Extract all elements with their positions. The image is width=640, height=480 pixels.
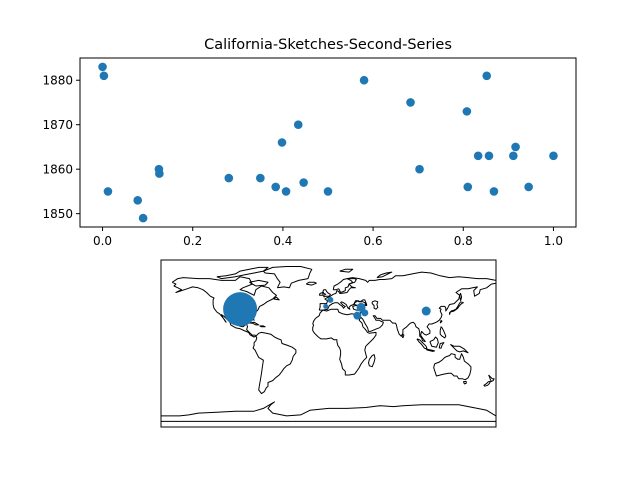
x-tick-label: 0.8 [454,234,473,248]
coastline [318,271,496,343]
scatter-point [484,151,494,161]
y-axis-ticks: 1850 1860 1870 1880 [42,74,80,221]
y-tick-label: 1850 [42,207,73,221]
coastline [429,336,439,348]
map-bubble [323,303,329,309]
scatter-point [406,98,415,107]
coastline [462,381,467,385]
chart-title: California-Sketches-Second-Series [204,37,452,53]
scatter-point [323,187,333,196]
scatter-point [299,178,308,187]
scatter-point [277,138,287,147]
x-tick-label: 1.0 [544,234,563,248]
scatter-point [256,173,265,183]
coastline [249,321,260,326]
coastline [433,353,472,381]
scatter-chart: California-Sketches-Second-Series 0.0 0.2… [42,37,577,248]
scatter-point [462,107,472,116]
scatter-point [133,196,143,205]
scatter-point [155,169,164,178]
map-bubble [327,296,334,303]
scatter-point [489,187,499,196]
coastline [483,381,491,387]
coastline [322,289,331,298]
coastline [318,292,324,296]
coastline [438,342,445,349]
coastline [371,300,379,310]
map-frame [160,259,497,428]
scatter-point [511,142,520,152]
y-tick-label: 1880 [42,74,73,88]
coastline [401,333,405,339]
scatter-point [509,151,518,161]
map-bubble [353,311,362,320]
map-bubbles [223,292,431,327]
x-tick-label: 0.0 [93,234,112,248]
coastline [354,299,368,306]
coastline [259,325,266,328]
coastline [171,276,277,338]
coastline [332,278,357,293]
x-axis-ticks: 0.0 0.2 0.4 0.6 0.8 1.0 [93,227,563,248]
map-bubble [361,309,369,317]
scatter-point [281,187,291,196]
coastline [312,308,377,376]
scatter-points [98,62,558,223]
scatter-point [482,71,492,81]
coastline [273,296,280,301]
scatter-point [524,182,533,192]
scatter-point [473,151,483,161]
x-tick-label: 0.6 [364,234,383,248]
map-bubble [421,306,431,316]
scatter-point [103,187,113,196]
map-bubble [223,292,258,327]
x-tick-label: 0.4 [273,234,292,248]
scatter-point [224,173,234,183]
scatter-point [98,62,107,72]
coastline [450,343,469,354]
coastline [449,301,464,315]
coastline [439,319,443,324]
coastline [339,268,354,273]
coastline [368,354,376,368]
coastline [439,326,447,339]
scatter-point [293,120,303,130]
x-tick-label: 0.2 [183,234,202,248]
scatter-point [359,75,369,85]
coastline [216,266,269,280]
coastline [459,292,463,301]
map-bubble [356,302,366,312]
y-tick-label: 1860 [42,163,73,177]
coastline [376,271,393,279]
scatter-point [271,182,280,192]
world-map-chart [160,259,497,428]
y-tick-label: 1870 [42,118,73,132]
coastline [262,266,313,289]
coastline [252,331,297,395]
coastline [425,348,436,352]
coastline [305,281,317,286]
plot-area-frame [79,57,577,228]
coastline [249,279,269,287]
scatter-point [99,71,109,81]
coastlines [161,266,496,422]
scatter-point [138,213,148,223]
scatter-point [463,182,473,192]
coastline [161,401,496,422]
scatter-point [549,151,558,161]
scatter-point [415,164,424,174]
coastline [488,374,495,382]
